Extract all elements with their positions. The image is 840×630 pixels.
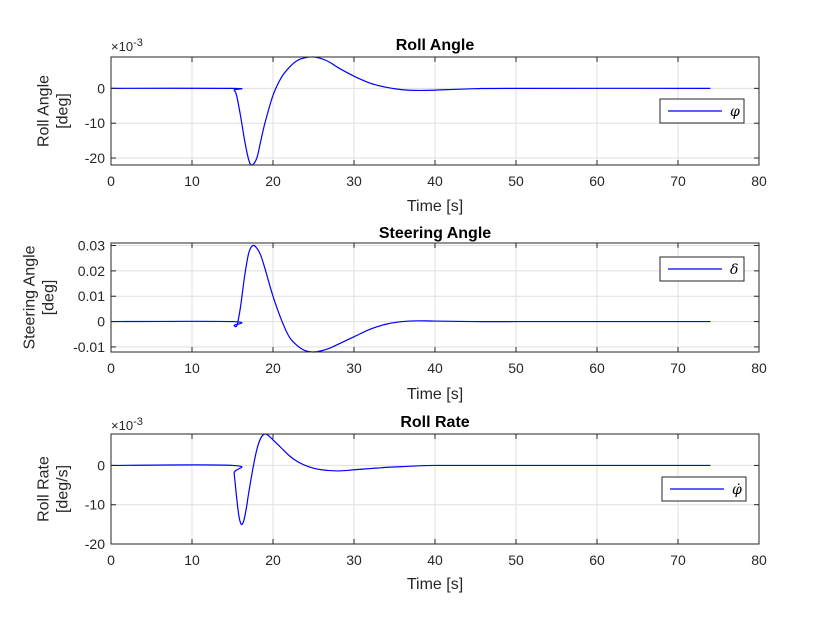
legend: φ̇ — [661, 476, 747, 502]
x-tick-label: 80 — [751, 552, 767, 568]
subplot-1: 0 10 20 30 40 50 60 70 80 -20 -10 0 Time [s] Roll Ang… — [35, 37, 767, 215]
x-tick-label: 50 — [508, 173, 524, 189]
y-axis-label-line: Roll Angle — [35, 75, 52, 147]
x-tick-label: 70 — [670, 173, 686, 189]
x-tick-label: 40 — [427, 173, 443, 189]
y-axis-label: Roll Rate [deg/s] — [35, 456, 71, 522]
x-tick-label: 70 — [670, 552, 686, 568]
x-axis-label: Time [s] — [407, 576, 463, 593]
x-tick-label: 20 — [265, 360, 281, 376]
x-tick-label: 30 — [346, 173, 362, 189]
y-tick-label: 0 — [97, 314, 105, 330]
x-tick-label: 60 — [589, 173, 605, 189]
x-tick-label: 60 — [589, 360, 605, 376]
x-tick-label: 80 — [751, 173, 767, 189]
y-axis-label-line: [deg] — [41, 280, 58, 316]
y-tick-label: -20 — [85, 536, 105, 552]
x-tick-label: 10 — [184, 552, 200, 568]
x-tick-label: 40 — [427, 552, 443, 568]
subplot-3: 0 10 20 30 40 50 60 70 80 -20 -10 0 Time [s] Roll Rat… — [35, 414, 767, 593]
legend-label: φ̇ — [732, 482, 742, 498]
x-tick-label: 60 — [589, 552, 605, 568]
y-tick-label: 0.03 — [78, 238, 105, 254]
y-tick-label: -0.01 — [73, 339, 105, 355]
axis-exponent-base: ×10 — [111, 39, 133, 54]
legend-label: δ — [730, 262, 738, 278]
y-tick-label: 0.01 — [78, 288, 105, 304]
axis-exponent-label: ×10-3 — [111, 37, 143, 54]
y-tick-label: -10 — [85, 115, 105, 131]
x-tick-label: 50 — [508, 360, 524, 376]
axis-exponent-power: -3 — [133, 37, 143, 49]
x-tick-label: 0 — [107, 173, 115, 189]
legend-label: φ — [730, 104, 740, 120]
y-axis-label: Roll Angle [deg] — [35, 75, 71, 147]
y-axis-label-line: Steering Angle — [21, 245, 38, 349]
axis-exponent-power: -3 — [133, 416, 143, 428]
legend: φ — [659, 98, 745, 124]
x-tick-label: 10 — [184, 360, 200, 376]
x-tick-label: 30 — [346, 552, 362, 568]
y-tick-label: 0 — [97, 80, 105, 96]
axis-exponent-base: ×10 — [111, 418, 133, 433]
x-axis-label: Time [s] — [407, 386, 463, 403]
axis-exponent-label: ×10-3 — [111, 416, 143, 433]
x-tick-label: 20 — [265, 552, 281, 568]
y-axis-label: Steering Angle [deg] — [21, 245, 57, 349]
x-tick-label: 70 — [670, 360, 686, 376]
x-tick-label: 10 — [184, 173, 200, 189]
y-tick-label: 0.02 — [78, 263, 105, 279]
series-line-1 — [111, 56, 711, 166]
x-tick-label: 40 — [427, 360, 443, 376]
y-tick-label: -20 — [85, 150, 105, 166]
series-line-1 — [111, 244, 711, 353]
y-tick-label: -10 — [85, 497, 105, 513]
subplot-2: 0 10 20 30 40 50 60 70 80-0.0100.010.020.03Time … — [21, 225, 767, 403]
x-tick-label: 80 — [751, 360, 767, 376]
legend: δ — [659, 256, 745, 282]
x-tick-label: 0 — [107, 552, 115, 568]
y-axis-label-line: Roll Rate — [35, 456, 52, 522]
x-tick-label: 20 — [265, 173, 281, 189]
y-axis-label-line: [deg/s] — [55, 465, 72, 513]
x-tick-label: 30 — [346, 360, 362, 376]
series-line-1 — [111, 433, 711, 526]
x-tick-label: 0 — [107, 360, 115, 376]
y-axis-label-line: [deg] — [55, 93, 72, 129]
x-axis-label: Time [s] — [407, 198, 463, 215]
chart-title: Roll Rate — [400, 414, 469, 431]
x-tick-label: 50 — [508, 552, 524, 568]
chart-title: Steering Angle — [379, 225, 491, 242]
chart-title: Roll Angle — [396, 37, 475, 54]
y-tick-label: 0 — [97, 457, 105, 473]
